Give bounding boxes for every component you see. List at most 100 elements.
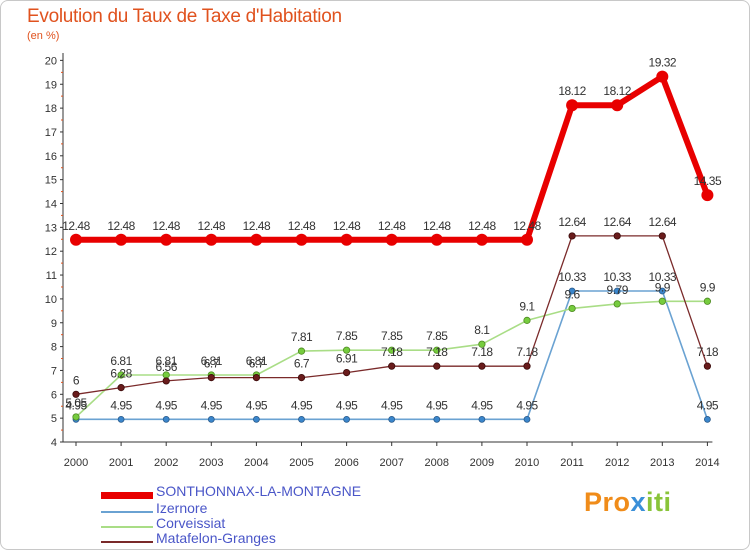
- chart-title: Evolution du Taux de Taxe d'Habitation: [27, 6, 342, 27]
- data-point-matafelon: [72, 390, 80, 398]
- data-point-corveissiat: [117, 371, 125, 379]
- data-label-sonthonnax: 12.48: [513, 219, 541, 233]
- legend-label-corveissiat: Corveissiat: [156, 515, 226, 531]
- x-tick-label: 2001: [109, 457, 133, 469]
- data-label-sonthonnax: 18.12: [558, 84, 586, 98]
- data-point-matafelon: [117, 384, 125, 392]
- data-label-sonthonnax: 12.48: [107, 219, 135, 233]
- data-point-matafelon: [162, 377, 170, 385]
- legend-label-izernore: Izernore: [156, 500, 208, 516]
- data-label-izernore: 4.95: [156, 398, 178, 412]
- data-label-sonthonnax: 12.48: [423, 219, 451, 233]
- data-point-izernore: [343, 415, 351, 423]
- data-point-corveissiat: [72, 413, 80, 421]
- data-label-izernore: 4.95: [697, 398, 719, 412]
- data-label-matafelon: 7.18: [697, 345, 719, 359]
- data-point-corveissiat: [523, 316, 531, 324]
- data-label-matafelon: 7.18: [516, 345, 538, 359]
- data-point-izernore: [388, 415, 396, 423]
- data-label-sonthonnax: 12.48: [243, 219, 271, 233]
- data-point-sonthonnax: [160, 233, 173, 246]
- data-label-corveissiat: 9.1: [519, 299, 535, 313]
- x-tick-label: 2002: [154, 457, 178, 469]
- data-label-corveissiat: 8.1: [474, 323, 490, 337]
- x-tick-label: 2006: [334, 457, 358, 469]
- data-point-corveissiat: [703, 297, 712, 305]
- data-point-corveissiat: [478, 340, 486, 348]
- data-point-matafelon: [342, 368, 351, 377]
- data-label-matafelon: 6.7: [294, 357, 310, 371]
- data-label-sonthonnax: 19.32: [649, 56, 677, 70]
- chart-unit: (en %): [27, 30, 60, 42]
- data-label-izernore: 4.95: [471, 398, 493, 412]
- data-point-matafelon: [523, 362, 531, 370]
- x-tick-label: 2010: [515, 457, 539, 469]
- data-point-sonthonnax: [430, 233, 443, 246]
- data-label-izernore: 10.33: [603, 270, 631, 284]
- legend-swatch-izernore: [101, 511, 153, 513]
- data-label-izernore: 4.95: [426, 398, 448, 412]
- data-point-izernore: [433, 415, 441, 423]
- data-label-matafelon: 6.7: [204, 357, 220, 371]
- data-label-corveissiat: 6.81: [246, 354, 268, 368]
- data-point-matafelon: [568, 232, 576, 240]
- y-tick-label: 20: [45, 55, 57, 67]
- data-label-izernore: 4.95: [246, 398, 268, 412]
- data-point-izernore: [252, 415, 260, 423]
- data-label-corveissiat: 6.81: [201, 354, 223, 368]
- y-tick-label: 13: [45, 222, 57, 234]
- data-point-sonthonnax: [701, 189, 714, 202]
- data-label-matafelon: 6.28: [110, 367, 132, 381]
- data-label-sonthonnax: 12.48: [288, 219, 316, 233]
- data-label-sonthonnax: 12.48: [333, 219, 361, 233]
- data-label-corveissiat: 7.81: [291, 330, 313, 344]
- y-tick-label: 17: [45, 127, 57, 139]
- y-tick-label: 9: [51, 318, 57, 330]
- data-point-sonthonnax: [475, 233, 488, 246]
- y-tick-label: 16: [45, 151, 57, 163]
- data-point-izernore: [613, 287, 621, 295]
- y-tick-label: 5: [51, 413, 57, 425]
- data-label-corveissiat: 9.79: [607, 283, 629, 297]
- data-label-matafelon: 6.7: [249, 357, 265, 371]
- data-point-corveissiat: [342, 346, 351, 354]
- x-tick-label: 2011: [560, 457, 584, 469]
- data-label-matafelon: 7.18: [471, 345, 493, 359]
- data-point-izernore: [478, 415, 486, 423]
- data-point-matafelon: [613, 232, 621, 240]
- data-point-matafelon: [658, 232, 666, 240]
- data-point-sonthonnax: [385, 233, 398, 246]
- data-label-matafelon: 12.64: [603, 215, 631, 229]
- legend-item-matafelon: Matafelon-Granges: [101, 530, 461, 549]
- y-tick-label: 15: [45, 175, 57, 187]
- data-label-izernore: 4.95: [201, 398, 223, 412]
- legend-swatch-corveissiat: [101, 526, 153, 528]
- data-point-corveissiat: [613, 300, 621, 308]
- legend-swatch-sonthonnax: [101, 492, 153, 499]
- data-label-matafelon: 12.64: [558, 215, 586, 229]
- data-label-corveissiat: 7.85: [426, 329, 448, 343]
- data-point-izernore: [523, 415, 531, 423]
- data-point-corveissiat: [388, 346, 396, 354]
- x-tick-label: 2012: [605, 457, 629, 469]
- y-tick-label: 10: [45, 294, 57, 306]
- y-tick-label: 7: [51, 365, 57, 377]
- x-tick-label: 2004: [244, 457, 268, 469]
- data-label-corveissiat: 9.9: [700, 280, 716, 294]
- x-tick-label: 2013: [650, 457, 674, 469]
- proxiti-logo: Proxiti: [584, 487, 672, 517]
- data-label-sonthonnax: 12.48: [378, 219, 406, 233]
- data-label-sonthonnax: 18.12: [603, 84, 631, 98]
- y-tick-label: 18: [45, 103, 57, 115]
- y-tick-label: 6: [51, 389, 57, 401]
- data-label-corveissiat: 9.6: [565, 287, 581, 301]
- data-label-izernore: 4.95: [291, 398, 313, 412]
- data-point-matafelon: [252, 374, 260, 382]
- data-label-corveissiat: 7.85: [381, 329, 403, 343]
- data-point-izernore: [117, 415, 125, 423]
- data-point-corveissiat: [568, 304, 576, 313]
- y-tick-label: 11: [46, 270, 57, 282]
- data-point-sonthonnax: [70, 233, 82, 246]
- data-label-sonthonnax: 14.35: [694, 174, 722, 188]
- data-point-matafelon: [207, 374, 215, 382]
